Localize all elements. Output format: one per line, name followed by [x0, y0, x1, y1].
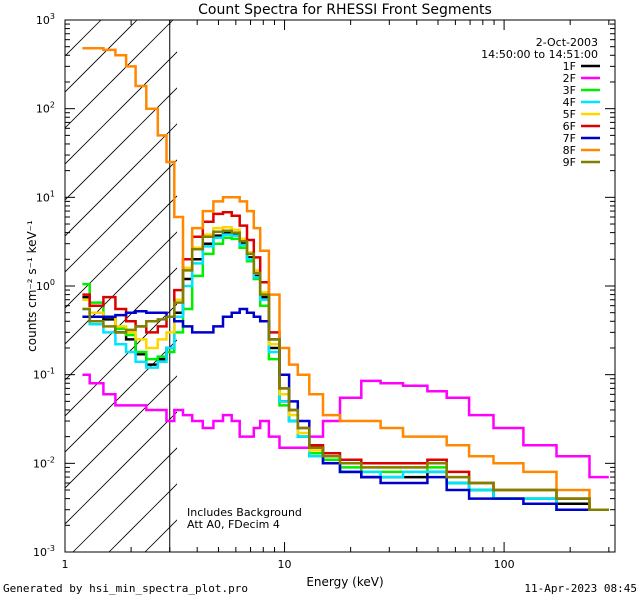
y-tick-label: 10-2 — [33, 455, 55, 470]
legend-label-1F: 1F — [563, 60, 576, 73]
legend-label-7F: 7F — [563, 132, 576, 145]
footer-generated: Generated by hsi_min_spectra_plot.pro — [3, 582, 249, 595]
hatch-line — [65, 411, 177, 525]
hatch-line — [65, 231, 177, 345]
y-axis: 10-3 10-2 10-1 100 101 102 103 — [33, 12, 615, 559]
series-6F — [82, 210, 609, 511]
series-3F — [82, 236, 609, 511]
hatch-line — [65, 51, 177, 165]
x-axis-label: Energy (keV) — [306, 575, 383, 589]
footer-timestamp: 11-Apr-2023 08:45 — [524, 582, 637, 595]
series-8F — [82, 47, 609, 511]
y-tick-label: 10-1 — [33, 367, 55, 382]
legend-label-2F: 2F — [563, 72, 576, 85]
y-axis-label: counts cm⁻² s⁻¹ keV⁻¹ — [25, 220, 39, 352]
legend-label-5F: 5F — [563, 108, 576, 121]
series-2F — [82, 373, 609, 479]
x-tick-label: 1 — [62, 558, 69, 571]
hatch-line — [65, 195, 177, 309]
series-7F — [82, 307, 609, 511]
legend-label-8F: 8F — [563, 144, 576, 157]
legend-label-9F: 9F — [563, 156, 576, 169]
hatch-line — [65, 20, 174, 129]
y-tick-label: 10-3 — [33, 544, 55, 559]
y-tick-label: 103 — [36, 12, 55, 27]
series-layer — [82, 47, 609, 511]
x-tick-label: 100 — [494, 558, 515, 571]
chart-title: Count Spectra for RHESSI Front Segments — [198, 2, 492, 18]
annotation-background: Includes Background — [187, 506, 302, 519]
legend-label-6F: 6F — [563, 120, 576, 133]
x-tick-label: 10 — [278, 558, 292, 571]
x-axis: 1 10 100 — [62, 20, 610, 571]
y-tick-label: 102 — [36, 101, 55, 116]
observation-date: 2-Oct-2003 — [536, 36, 598, 49]
legend-label-4F: 4F — [563, 96, 576, 109]
hatch-line — [65, 375, 177, 489]
hatch-line — [72, 447, 177, 552]
hatch-line — [65, 267, 177, 381]
legend-label-3F: 3F — [563, 84, 576, 97]
y-tick-label: 100 — [36, 278, 55, 293]
annotation-attenuator: Att A0, FDecim 4 — [187, 518, 280, 531]
series-9F — [82, 229, 609, 511]
series-4F — [82, 233, 609, 511]
y-tick-label: 101 — [36, 189, 55, 204]
observation-time-range: 14:50:00 to 14:51:00 — [481, 48, 598, 61]
